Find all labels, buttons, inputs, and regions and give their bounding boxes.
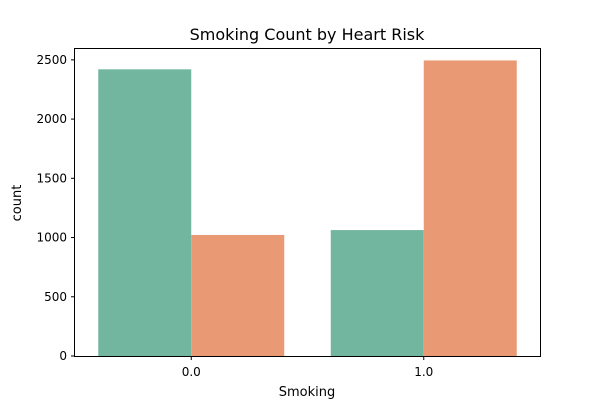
- bar-1.0-series-2: [423, 60, 517, 356]
- plot-frame: [74, 48, 541, 357]
- y-axis: 0 500 1000 1500 2000 2500: [36, 53, 75, 363]
- y-tick-label: 1500: [36, 171, 67, 185]
- bars: [98, 60, 517, 357]
- y-tick-label: 2500: [36, 53, 67, 67]
- x-axis: 0.0 1.0: [182, 356, 433, 379]
- x-tick-label: 0.0: [182, 365, 201, 379]
- y-axis-label: count: [10, 185, 25, 222]
- bar-0.0-series-1: [98, 69, 192, 357]
- x-tick-label: 1.0: [414, 365, 433, 379]
- bar-1.0-series-1: [330, 230, 424, 356]
- y-tick-label: 500: [44, 290, 67, 304]
- chart-title: Smoking Count by Heart Risk: [190, 25, 425, 44]
- y-tick-label: 2000: [36, 112, 67, 126]
- bar-0.0-series-2: [191, 234, 285, 356]
- x-axis-label: Smoking: [279, 385, 336, 400]
- y-tick-label: 0: [59, 349, 67, 363]
- y-tick-label: 1000: [36, 231, 67, 245]
